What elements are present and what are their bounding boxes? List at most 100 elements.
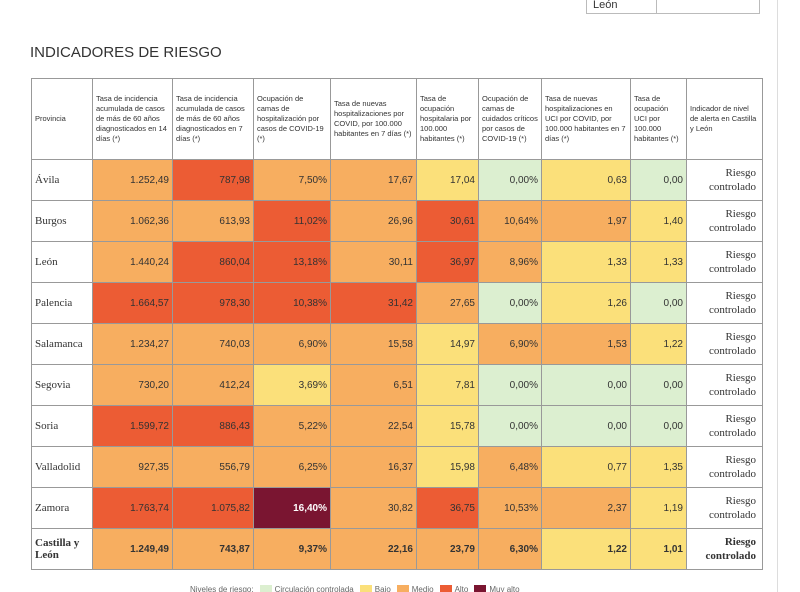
value-cell: 0,00 <box>630 364 687 406</box>
header-row: Provincia Tasa de incidencia acumulada de… <box>31 78 763 160</box>
value-cell: 0,00 <box>630 282 687 324</box>
value-cell: 0,00 <box>541 405 631 447</box>
value-cell: 6,48% <box>478 446 542 488</box>
value-cell: 6,90% <box>478 323 542 365</box>
value-cell: 36,97 <box>416 241 479 283</box>
risk-table: Provincia Tasa de incidencia acumulada de… <box>31 78 763 570</box>
alert-cell: Riesgo controlado <box>686 405 763 447</box>
alert-cell: Riesgo controlado <box>686 282 763 324</box>
value-cell: 1.763,74 <box>92 487 173 529</box>
value-cell: 15,78 <box>416 405 479 447</box>
legend-label: Bajo <box>374 585 391 592</box>
alert-cell: Riesgo controlado <box>686 528 763 570</box>
data-row: Segovia 730,20 412,24 3,69% 6,51 7,81 0,00% 0,0… <box>31 364 763 406</box>
header-cell: Ocupación de camas de cuidados críticos … <box>478 78 542 160</box>
top-table-fragment: León <box>586 0 760 14</box>
value-cell: 0,00 <box>630 405 687 447</box>
value-cell: 1,33 <box>630 241 687 283</box>
value-cell: 1,33 <box>541 241 631 283</box>
heading: INDICADORES DE RIESGO <box>30 44 222 61</box>
value-cell: 1,26 <box>541 282 631 324</box>
province-cell: Ávila <box>31 159 93 201</box>
alert-cell: Riesgo controlado <box>686 159 763 201</box>
value-cell: 1.440,24 <box>92 241 173 283</box>
alert-cell: Riesgo controlado <box>686 241 763 283</box>
value-cell: 14,97 <box>416 323 479 365</box>
legend-swatch <box>474 585 487 592</box>
data-row: Salamanca 1.234,27 740,03 6,90% 15,58 14,97 6,… <box>31 323 763 365</box>
header-cell: Tasa de nuevas hospitalizaciones en UCI … <box>541 78 631 160</box>
legend-label: Muy alto <box>489 585 520 592</box>
province-cell: León <box>31 241 93 283</box>
value-cell: 412,24 <box>172 364 254 406</box>
value-cell: 1.075,82 <box>172 487 254 529</box>
province-cell: Salamanca <box>31 323 93 365</box>
value-cell: 10,64% <box>478 200 542 242</box>
legend-swatch <box>259 585 272 592</box>
data-row: Palencia 1.664,57 978,30 10,38% 31,42 27,65 0,… <box>31 282 763 324</box>
header-cell: Tasa de ocupación hospitalaria por 100.0… <box>416 78 479 160</box>
value-cell: 860,04 <box>172 241 254 283</box>
value-cell: 36,75 <box>416 487 479 529</box>
value-cell: 6,25% <box>253 446 331 488</box>
value-cell: 740,03 <box>172 323 254 365</box>
legend-item: Bajo <box>359 585 391 592</box>
legend-item: Medio <box>396 585 434 592</box>
legend-label: Alto <box>454 585 469 592</box>
alert-cell: Riesgo controlado <box>686 487 763 529</box>
header-cell: Indicador de nivel de alerta en Castilla… <box>686 78 763 160</box>
value-cell: 8,96% <box>478 241 542 283</box>
fragment-cell: León <box>587 0 657 13</box>
value-cell: 15,98 <box>416 446 479 488</box>
data-row: Ávila 1.252,49 787,98 7,50% 17,67 17,04 0,00% 0… <box>31 159 763 201</box>
data-row: Burgos 1.062,36 613,93 11,02% 26,96 30,61 10,6… <box>31 200 763 242</box>
value-cell: 556,79 <box>172 446 254 488</box>
value-cell: 5,22% <box>253 405 331 447</box>
value-cell: 1.252,49 <box>92 159 173 201</box>
value-cell: 6,90% <box>253 323 331 365</box>
value-cell: 30,11 <box>330 241 417 283</box>
value-cell: 0,63 <box>541 159 631 201</box>
value-cell: 11,02% <box>253 200 331 242</box>
value-cell: 978,30 <box>172 282 254 324</box>
data-row: Zamora 1.763,74 1.075,82 16,40% 30,82 36,75 10… <box>31 487 763 529</box>
legend-item: Circulación controlada <box>259 585 354 592</box>
value-cell: 17,04 <box>416 159 479 201</box>
province-cell: Segovia <box>31 364 93 406</box>
value-cell: 1.234,27 <box>92 323 173 365</box>
value-cell: 30,61 <box>416 200 479 242</box>
value-cell: 10,38% <box>253 282 331 324</box>
value-cell: 31,42 <box>330 282 417 324</box>
value-cell: 0,00 <box>541 364 631 406</box>
header-cell: Tasa de incidencia acumulada de casos de… <box>172 78 254 160</box>
value-cell: 886,43 <box>172 405 254 447</box>
header-cell: Provincia <box>31 78 93 160</box>
value-cell: 1.599,72 <box>92 405 173 447</box>
legend: Niveles de riesgo: Circulación controlada… <box>190 585 520 592</box>
value-cell: 787,98 <box>172 159 254 201</box>
legend-label: Circulación controlada <box>274 585 354 592</box>
value-cell: 1,40 <box>630 200 687 242</box>
legend-swatch <box>359 585 372 592</box>
value-cell: 6,51 <box>330 364 417 406</box>
value-cell: 7,50% <box>253 159 331 201</box>
province-cell: Valladolid <box>31 446 93 488</box>
alert-cell: Riesgo controlado <box>686 200 763 242</box>
alert-cell: Riesgo controlado <box>686 446 763 488</box>
header-cell: Tasa de ocupación UCI por 100.000 habita… <box>630 78 687 160</box>
legend-item: Muy alto <box>474 585 520 592</box>
value-cell: 0,00% <box>478 364 542 406</box>
legend-swatch <box>439 585 452 592</box>
value-cell: 0,77 <box>541 446 631 488</box>
header-cell: Tasa de nuevas hospitalizaciones por COV… <box>330 78 417 160</box>
legend-label: Medio <box>411 585 434 592</box>
value-cell: 30,82 <box>330 487 417 529</box>
page-edge <box>777 0 778 592</box>
province-cell: Soria <box>31 405 93 447</box>
value-cell: 22,16 <box>330 528 417 570</box>
value-cell: 1,35 <box>630 446 687 488</box>
legend-title: Niveles de riesgo: <box>190 585 254 592</box>
value-cell: 13,18% <box>253 241 331 283</box>
